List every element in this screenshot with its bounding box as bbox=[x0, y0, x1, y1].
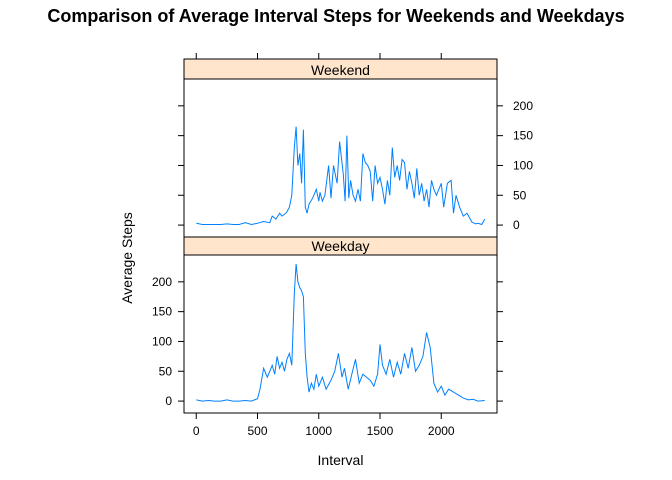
strip-label-weekend: Weekend bbox=[311, 62, 370, 78]
panel-frame-weekend bbox=[183, 78, 498, 238]
y-tick-label: 0 bbox=[165, 394, 172, 408]
y-tick-label: 0 bbox=[513, 218, 520, 232]
x-tick-label: 2000 bbox=[428, 424, 455, 438]
y-tick-label: 150 bbox=[513, 129, 533, 143]
y-tick-label: 50 bbox=[159, 364, 173, 378]
y-tick-label: 50 bbox=[513, 188, 527, 202]
y-tick-label: 200 bbox=[152, 275, 172, 289]
y-tick-label: 100 bbox=[152, 334, 172, 348]
x-tick-label: 1500 bbox=[367, 424, 394, 438]
series-line-weekend bbox=[196, 126, 486, 226]
y-tick-label: 150 bbox=[152, 305, 172, 319]
x-tick-label: 1000 bbox=[305, 424, 332, 438]
x-axis-label: Interval bbox=[318, 452, 364, 468]
x-tick-label: 0 bbox=[193, 424, 200, 438]
series-line-weekday bbox=[196, 263, 485, 402]
strip-label-weekday: Weekday bbox=[311, 238, 369, 254]
y-axis-label: Average Steps bbox=[119, 212, 135, 304]
panel-frame-weekday bbox=[183, 254, 498, 414]
y-tick-label: 100 bbox=[513, 158, 533, 172]
x-tick-label: 500 bbox=[247, 424, 267, 438]
y-tick-label: 200 bbox=[513, 99, 533, 113]
chart-title: Comparison of Average Interval Steps for… bbox=[47, 6, 625, 26]
